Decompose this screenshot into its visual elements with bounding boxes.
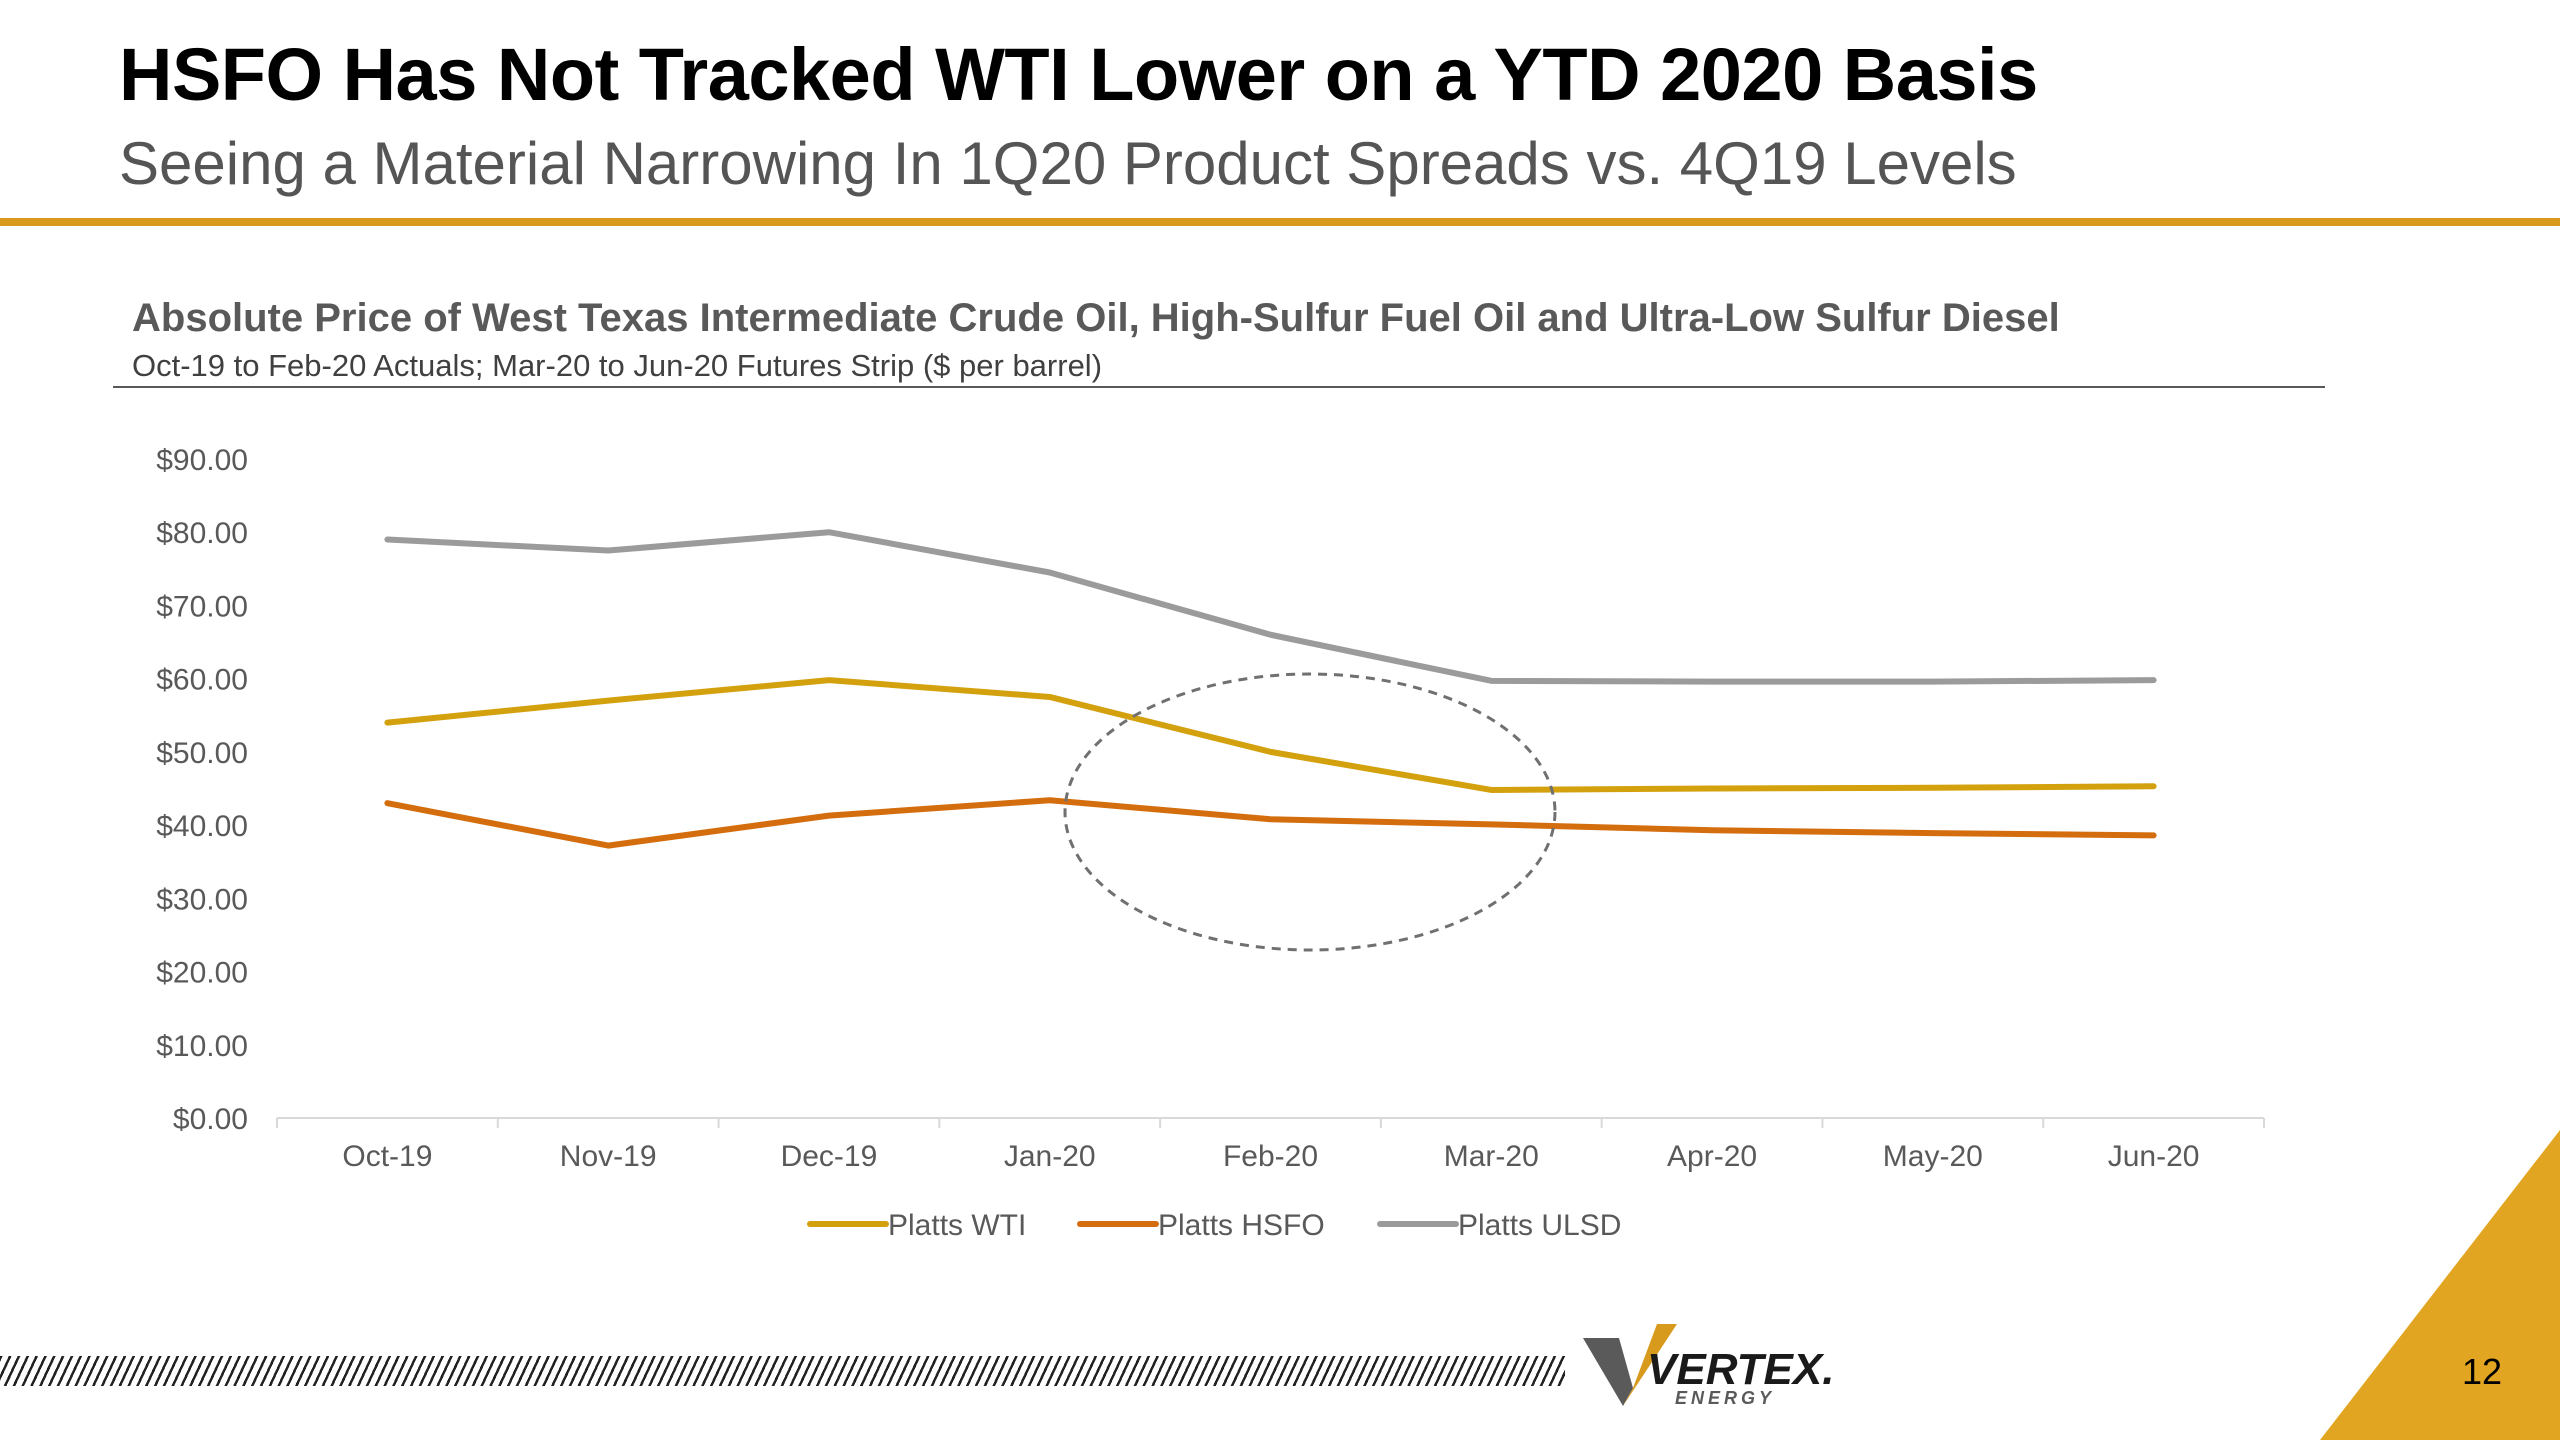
slide-subtitle: Seeing a Material Narrowing In 1Q20 Prod…: [119, 130, 2017, 197]
series-line-platts-hsfo: [384, 797, 2157, 849]
legend-label: Platts ULSD: [1458, 1209, 1621, 1242]
y-tick-label: $70.00: [156, 590, 248, 623]
chart-subtitle: Oct-19 to Feb-20 Actuals; Mar-20 to Jun-…: [132, 348, 1103, 383]
x-tick-label: Jun-20: [2108, 1140, 2200, 1173]
legend-label: Platts WTI: [888, 1209, 1026, 1242]
chart-title: Absolute Price of West Texas Intermediat…: [132, 296, 2060, 340]
header-divider: [0, 218, 2560, 226]
logo-v-left-icon: [1583, 1338, 1633, 1406]
y-tick-label: $60.00: [156, 664, 248, 697]
series-lines: [384, 529, 2157, 849]
legend-label: Platts HSFO: [1158, 1209, 1325, 1242]
vertex-energy-logo: VERTEX. ENERGY: [1583, 1324, 1834, 1408]
logo-subtext: ENERGY: [1675, 1388, 1775, 1408]
x-tick-label: Oct-19: [342, 1140, 432, 1173]
logo-v-right-icon: [1623, 1324, 1677, 1406]
x-tick-label: Nov-19: [560, 1140, 657, 1173]
y-tick-label: $90.00: [156, 444, 248, 477]
y-tick-label: $10.00: [156, 1030, 248, 1063]
corner-accent-triangle: [2320, 1130, 2560, 1440]
x-axis: Oct-19 Nov-19 Dec-19 Jan-20 Feb-20 Mar-20 Apr-…: [276, 1117, 2265, 1173]
highlight-ellipse: [1063, 672, 1557, 952]
x-tick-label: Jan-20: [1004, 1140, 1096, 1173]
y-tick-label: $20.00: [156, 957, 248, 990]
chart-title-divider: [113, 386, 2325, 388]
x-tick-label: May-20: [1883, 1140, 1983, 1173]
y-tick-label: $0.00: [173, 1103, 248, 1136]
slide-title: HSFO Has Not Tracked WTI Lower on a YTD …: [119, 33, 2038, 116]
x-tick-label: Apr-20: [1667, 1140, 1757, 1173]
x-tick-label: Feb-20: [1223, 1140, 1318, 1173]
series-line-platts-ulsd: [384, 529, 2157, 685]
logo-wordmark: VERTEX.: [1647, 1345, 1834, 1394]
x-tick-label: Dec-19: [781, 1140, 878, 1173]
y-tick-label: $40.00: [156, 810, 248, 843]
footer-hatch-pattern: [0, 1356, 1565, 1386]
y-tick-label: $30.00: [156, 883, 248, 916]
page-number: 12: [2462, 1351, 2503, 1392]
y-tick-label: $50.00: [156, 737, 248, 770]
chart-legend: Platts WTI Platts HSFO Platts ULSD: [807, 1209, 1621, 1242]
series-line-platts-wti: [384, 677, 2157, 793]
y-tick-label: $80.00: [156, 517, 248, 550]
x-tick-label: Mar-20: [1444, 1140, 1539, 1173]
y-axis: $90.00 $80.00 $70.00 $60.00 $50.00 $40.00 $30.…: [156, 444, 248, 1136]
